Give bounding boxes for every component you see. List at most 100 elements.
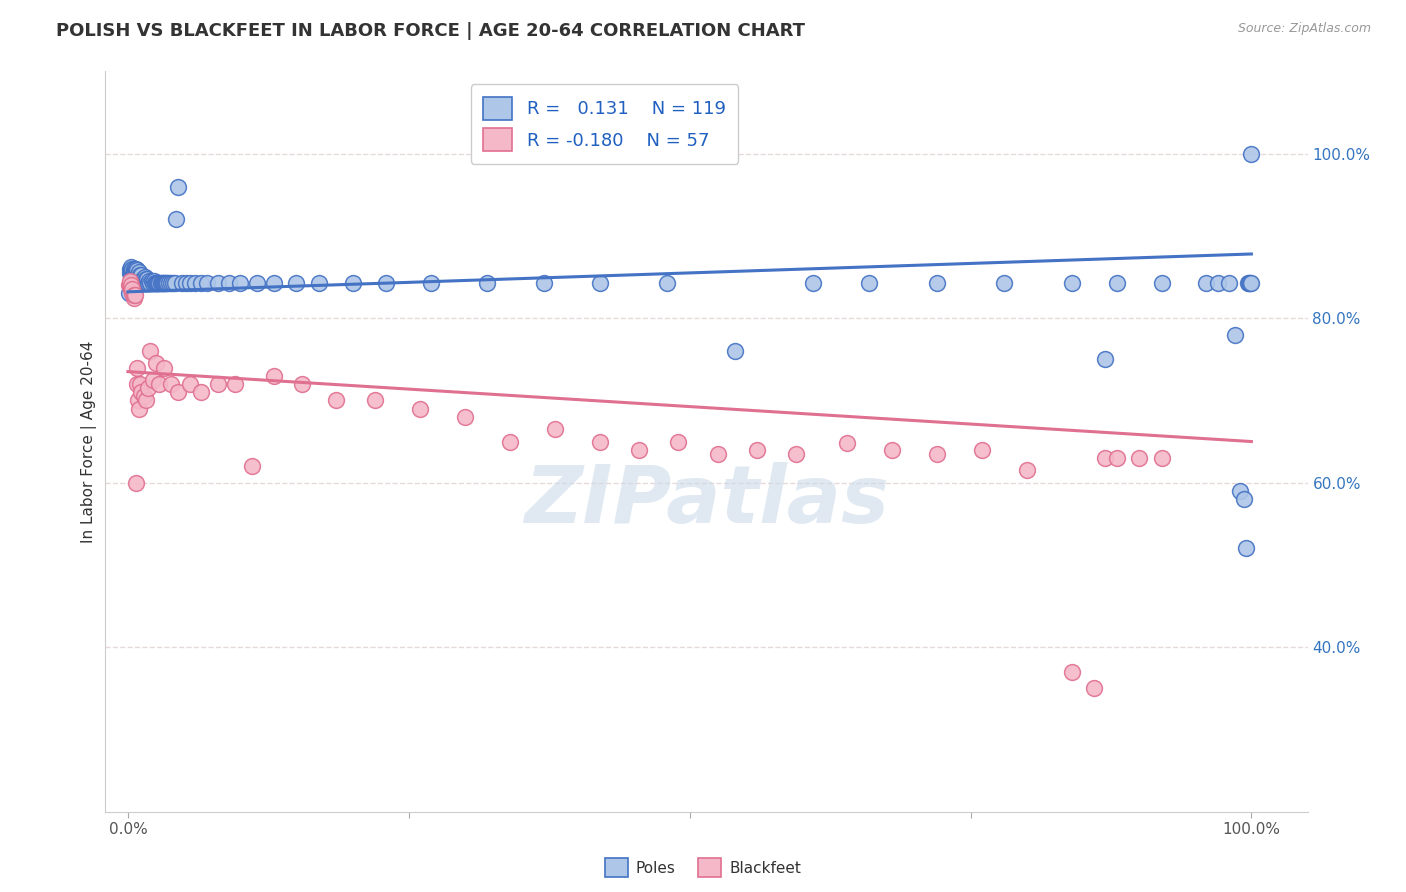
Point <box>246 276 269 290</box>
Point <box>1234 541 1257 556</box>
Point <box>1237 276 1260 290</box>
Point <box>291 376 314 391</box>
Point <box>131 271 153 285</box>
Point <box>325 393 347 408</box>
Point <box>668 434 690 449</box>
Point <box>127 270 149 285</box>
Point <box>122 288 145 302</box>
Point <box>136 276 159 290</box>
Point <box>129 271 152 285</box>
Point <box>118 278 141 293</box>
Point <box>131 274 153 288</box>
Point <box>136 272 159 286</box>
Point <box>128 267 150 281</box>
Point <box>125 270 148 285</box>
Point <box>120 270 142 285</box>
Point <box>122 271 145 285</box>
Point <box>148 276 170 290</box>
Point <box>207 276 229 290</box>
Point <box>925 447 948 461</box>
Point <box>706 447 728 461</box>
Point <box>127 268 149 282</box>
Point <box>135 393 157 408</box>
Point <box>1150 450 1173 465</box>
Point <box>120 261 142 276</box>
Point <box>785 447 807 461</box>
Point <box>145 276 167 290</box>
Point <box>499 434 522 449</box>
Point <box>179 276 201 290</box>
Point <box>1237 276 1260 290</box>
Point <box>124 288 146 302</box>
Point <box>589 434 612 449</box>
Point <box>120 261 142 276</box>
Point <box>143 276 166 290</box>
Point <box>420 276 443 290</box>
Point <box>121 286 143 301</box>
Point <box>124 265 146 279</box>
Point <box>125 268 148 283</box>
Y-axis label: In Labor Force | Age 20-64: In Labor Force | Age 20-64 <box>82 341 97 542</box>
Point <box>125 360 148 375</box>
Point <box>745 442 768 457</box>
Point <box>165 276 187 290</box>
Text: Source: ZipAtlas.com: Source: ZipAtlas.com <box>1237 22 1371 36</box>
Point <box>125 271 148 285</box>
Point <box>224 376 246 391</box>
Point <box>925 276 948 290</box>
Point <box>145 356 167 370</box>
Point <box>153 276 176 290</box>
Point <box>132 271 155 285</box>
Point <box>1060 276 1083 290</box>
Point <box>136 276 159 290</box>
Point <box>125 268 148 282</box>
Point <box>118 286 141 301</box>
Point <box>125 263 148 277</box>
Point <box>159 276 181 290</box>
Point <box>533 276 555 290</box>
Point <box>628 442 651 457</box>
Point <box>128 268 150 283</box>
Point <box>142 276 165 290</box>
Point <box>132 274 155 288</box>
Point <box>240 459 263 474</box>
Point <box>121 266 143 280</box>
Point <box>120 274 142 288</box>
Point <box>149 276 172 290</box>
Point <box>1083 681 1105 696</box>
Point <box>124 263 146 277</box>
Point <box>159 276 181 290</box>
Point <box>120 278 142 293</box>
Point <box>134 274 156 288</box>
Point <box>858 276 880 290</box>
Point <box>129 268 152 283</box>
Point <box>122 266 145 280</box>
Point <box>125 274 148 288</box>
Point <box>121 263 143 277</box>
Point <box>1094 352 1116 367</box>
Point <box>125 265 148 279</box>
Point <box>139 276 162 290</box>
Point <box>1239 276 1261 290</box>
Point <box>131 274 153 288</box>
Point <box>127 393 149 408</box>
Point <box>122 291 145 305</box>
Point <box>1223 327 1246 342</box>
Point <box>342 276 364 290</box>
Point <box>122 261 145 276</box>
Point <box>657 276 679 290</box>
Point <box>1128 450 1150 465</box>
Point <box>1015 463 1038 477</box>
Point <box>176 276 198 290</box>
Point <box>120 278 142 293</box>
Point <box>835 436 858 450</box>
Point <box>135 272 157 286</box>
Point <box>142 274 165 288</box>
Point <box>125 263 148 277</box>
Point <box>263 368 285 383</box>
Point <box>124 270 146 285</box>
Point <box>153 276 176 290</box>
Point <box>218 276 240 290</box>
Point <box>1206 276 1229 290</box>
Point <box>148 376 170 391</box>
